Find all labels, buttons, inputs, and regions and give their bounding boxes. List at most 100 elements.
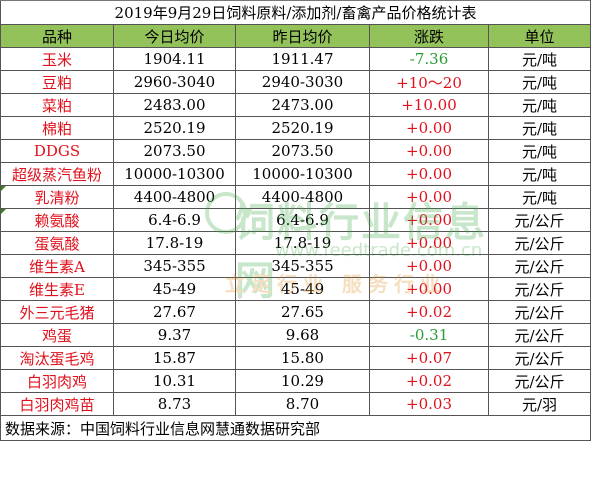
cell-unit: 元/公斤 [487,254,591,278]
cell-change: +10～20 [369,70,489,94]
cell-variety: 乳清粉 [0,185,114,209]
cell-today-price: 2520.19 [113,116,236,140]
cell-unit: 元/吨 [487,93,591,117]
cell-today-price: 8.73 [113,392,236,416]
cell-yesterday-price: 2940-3030 [235,70,370,94]
cell-change: +0.00 [369,139,489,163]
cell-change: +10.00 [369,93,489,117]
cell-change: +0.00 [369,185,489,209]
cell-unit: 元/羽 [487,392,591,416]
cell-unit: 元/公斤 [487,300,591,324]
table-row: 白羽肉鸡苗 8.73 8.70 +0.03 元/羽 [0,392,591,416]
cell-comment-marker-icon [1,209,6,214]
cell-yesterday-price: 17.8-19 [235,231,370,255]
footer-row: 数据来源：中国饲料行业信息网慧通数据研究部 [0,415,591,441]
cell-change: +0.07 [369,346,489,370]
cell-today-price: 10.31 [113,369,236,393]
cell-change: +0.02 [369,300,489,324]
cell-yesterday-price: 9.68 [235,323,370,347]
cell-yesterday-price: 10.29 [235,369,370,393]
table-row: DDGS 2073.50 2073.50 +0.00 元/吨 [0,139,591,163]
cell-change: +0.02 [369,369,489,393]
cell-unit: 元/吨 [487,162,591,186]
header-variety: 品种 [0,24,114,48]
cell-unit: 元/公斤 [487,277,591,301]
data-source-note: 数据来源：中国饲料行业信息网慧通数据研究部 [0,415,591,441]
cell-today-price: 27.67 [113,300,236,324]
cell-yesterday-price: 27.65 [235,300,370,324]
cell-today-price: 45-49 [113,277,236,301]
cell-variety: 棉粕 [0,116,114,140]
cell-unit: 元/公斤 [487,346,591,370]
cell-today-price: 345-355 [113,254,236,278]
cell-variety: 淘汰蛋毛鸡 [0,346,114,370]
cell-yesterday-price: 2473.00 [235,93,370,117]
cell-variety: 鸡蛋 [0,323,114,347]
table-row: 乳清粉 4400-4800 4400-4800 +0.00 元/吨 [0,185,591,209]
cell-variety: 外三元毛猪 [0,300,114,324]
cell-unit: 元/公斤 [487,231,591,255]
cell-today-price: 6.4-6.9 [113,208,236,232]
cell-unit: 元/吨 [487,116,591,140]
cell-change: +0.00 [369,162,489,186]
cell-variety: 白羽肉鸡苗 [0,392,114,416]
cell-variety: 菜粕 [0,93,114,117]
cell-change: +0.00 [369,277,489,301]
table-row: 超级蒸汽鱼粉 10000-10300 10000-10300 +0.00 元/吨 [0,162,591,186]
cell-unit: 元/公斤 [487,208,591,232]
cell-yesterday-price: 15.80 [235,346,370,370]
cell-today-price: 9.37 [113,323,236,347]
table-row: 棉粕 2520.19 2520.19 +0.00 元/吨 [0,116,591,140]
cell-variety: 蛋氨酸 [0,231,114,255]
table-row: 淘汰蛋毛鸡 15.87 15.80 +0.07 元/公斤 [0,346,591,370]
cell-variety: 白羽肉鸡 [0,369,114,393]
cell-yesterday-price: 6.4-6.9 [235,208,370,232]
table-row: 外三元毛猪 27.67 27.65 +0.02 元/公斤 [0,300,591,324]
cell-yesterday-price: 4400-4800 [235,185,370,209]
table-title: 2019年9月29日饲料原料/添加剂/畜禽产品价格统计表 [0,0,591,25]
cell-change: +0.00 [369,254,489,278]
cell-variety: 玉米 [0,47,114,71]
cell-change: -0.31 [369,323,489,347]
table-row: 赖氨酸 6.4-6.9 6.4-6.9 +0.00 元/公斤 [0,208,591,232]
cell-unit: 元/公斤 [487,323,591,347]
cell-unit: 元/吨 [487,185,591,209]
table-row: 豆粕 2960-3040 2940-3030 +10～20 元/吨 [0,70,591,94]
cell-variety: DDGS [0,139,114,163]
cell-yesterday-price: 2073.50 [235,139,370,163]
header-row: 品种 今日均价 昨日均价 涨跌 单位 [0,24,591,48]
cell-today-price: 15.87 [113,346,236,370]
cell-change: -7.36 [369,47,489,71]
table-row: 菜粕 2483.00 2473.00 +10.00 元/吨 [0,93,591,117]
cell-variety: 赖氨酸 [0,208,114,232]
cell-yesterday-price: 45-49 [235,277,370,301]
cell-variety: 豆粕 [0,70,114,94]
table-row: 玉米 1904.11 1911.47 -7.36 元/吨 [0,47,591,71]
cell-unit: 元/吨 [487,70,591,94]
cell-yesterday-price: 1911.47 [235,47,370,71]
cell-today-price: 17.8-19 [113,231,236,255]
cell-change: +0.00 [369,208,489,232]
cell-today-price: 2960-3040 [113,70,236,94]
cell-yesterday-price: 2520.19 [235,116,370,140]
cell-change: +0.00 [369,116,489,140]
cell-today-price: 4400-4800 [113,185,236,209]
header-unit: 单位 [487,24,591,48]
header-today-price: 今日均价 [113,24,236,48]
cell-unit: 元/吨 [487,47,591,71]
table-row: 白羽肉鸡 10.31 10.29 +0.02 元/公斤 [0,369,591,393]
cell-unit: 元/吨 [487,139,591,163]
cell-today-price: 1904.11 [113,47,236,71]
table-row: 鸡蛋 9.37 9.68 -0.31 元/公斤 [0,323,591,347]
table-row: 维生素A 345-355 345-355 +0.00 元/公斤 [0,254,591,278]
cell-unit: 元/公斤 [487,369,591,393]
cell-change: +0.03 [369,392,489,416]
cell-yesterday-price: 345-355 [235,254,370,278]
cell-yesterday-price: 8.70 [235,392,370,416]
header-yesterday-price: 昨日均价 [235,24,370,48]
cell-variety: 维生素E [0,277,114,301]
price-table: 2019年9月29日饲料原料/添加剂/畜禽产品价格统计表 品种 今日均价 昨日均… [0,0,591,441]
cell-yesterday-price: 10000-10300 [235,162,370,186]
table-row: 蛋氨酸 17.8-19 17.8-19 +0.00 元/公斤 [0,231,591,255]
cell-change: +0.00 [369,231,489,255]
